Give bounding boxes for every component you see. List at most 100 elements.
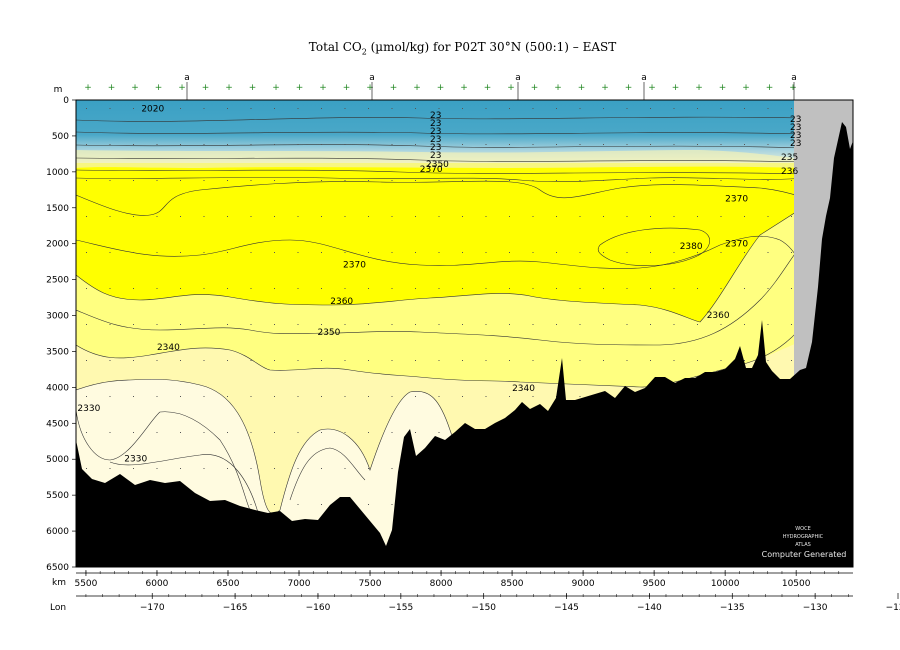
- sample-dot: [556, 360, 557, 361]
- sample-dot: [485, 252, 487, 253]
- depth-tick-label: 1500: [46, 204, 69, 214]
- sample-dot: [509, 144, 510, 145]
- sample-dot: [250, 432, 252, 433]
- sample-dot: [791, 324, 792, 325]
- depth-tick-label: 1000: [46, 168, 69, 178]
- sample-dot: [579, 180, 581, 181]
- station-plus: +: [484, 83, 492, 93]
- title-prefix: Total CO: [308, 40, 362, 54]
- sample-dot: [791, 108, 792, 109]
- station-plus: +: [789, 83, 797, 93]
- sample-dot: [650, 144, 651, 145]
- sample-dot: [203, 144, 205, 145]
- sample-dot: [767, 216, 769, 217]
- sample-dot: [438, 396, 440, 397]
- km-tick-label: 8000: [430, 579, 453, 589]
- sample-dot: [344, 216, 346, 217]
- sample-dot: [509, 108, 510, 109]
- sample-dot: [697, 360, 698, 361]
- sample-dot: [626, 288, 628, 289]
- sample-dot: [391, 504, 393, 505]
- sample-dot: [485, 360, 487, 361]
- sample-dot: [650, 324, 651, 325]
- sample-dot: [556, 216, 557, 217]
- sample-dot: [133, 360, 134, 361]
- contour-label: 2370: [343, 261, 366, 271]
- lon-tick-label: −160: [306, 603, 331, 613]
- contour-label-236-east: 236: [781, 167, 798, 177]
- lon-tick-label: −130: [803, 603, 828, 613]
- sample-dot: [227, 396, 228, 397]
- contour-label-2350: 2350: [426, 160, 449, 170]
- sample-dot: [767, 144, 769, 145]
- sample-dot: [556, 144, 557, 145]
- sample-dot: [720, 108, 722, 109]
- sample-dot: [344, 324, 346, 325]
- sample-dot: [697, 216, 698, 217]
- sample-dot: [485, 288, 487, 289]
- sample-dot: [156, 468, 158, 469]
- sample-dot: [462, 108, 463, 109]
- contour-deep: [109, 454, 261, 521]
- plot-area: [76, 100, 853, 567]
- sample-dot: [556, 288, 557, 289]
- depth-tick-label: 6000: [46, 527, 69, 537]
- sample-dot: [250, 468, 252, 469]
- km-tick-label: 6500: [217, 579, 240, 589]
- sample-dot: [415, 252, 416, 253]
- title-subscript: 2: [361, 47, 367, 57]
- sample-dot: [86, 144, 87, 145]
- sample-dot: [415, 216, 416, 217]
- sample-dot: [720, 216, 722, 217]
- sample-dot: [250, 324, 252, 325]
- station-plus: +: [272, 83, 280, 93]
- depth-tick-label: 4500: [46, 419, 69, 429]
- sample-dot: [297, 108, 299, 109]
- sample-dot: [391, 216, 393, 217]
- sample-dot: [250, 252, 252, 253]
- sample-dot: [321, 324, 322, 325]
- sample-dot: [321, 108, 322, 109]
- sample-dot: [109, 180, 111, 181]
- sample-dot: [579, 324, 581, 325]
- sample-dot: [86, 468, 87, 469]
- sample-dot: [156, 288, 158, 289]
- station-plus: +: [554, 83, 562, 93]
- sample-dot: [156, 252, 158, 253]
- sample-dot: [180, 144, 181, 145]
- sample-dot: [532, 180, 534, 181]
- sample-dot: [86, 108, 87, 109]
- sample-dot: [791, 360, 792, 361]
- sample-dot: [227, 216, 228, 217]
- contour-2370-upper: [76, 180, 807, 216]
- sample-dot: [415, 432, 416, 433]
- sample-dot: [485, 144, 487, 145]
- sample-dot: [532, 108, 534, 109]
- sample-dot: [556, 252, 557, 253]
- sample-dot: [297, 288, 299, 289]
- station-marker-label: a: [515, 73, 521, 83]
- sample-dot: [203, 180, 205, 181]
- sample-dot: [297, 504, 299, 505]
- sample-dot: [203, 432, 205, 433]
- depth-tick-label: 0: [63, 96, 69, 106]
- sample-dot: [86, 180, 87, 181]
- contour-label: 2350: [317, 328, 340, 338]
- sample-dot: [697, 252, 698, 253]
- sample-dot: [86, 360, 87, 361]
- sample-dot: [133, 324, 134, 325]
- sample-dot: [650, 252, 651, 253]
- sample-dot: [650, 108, 651, 109]
- sample-dot: [109, 432, 111, 433]
- sample-dot: [86, 216, 87, 217]
- sample-dot: [391, 108, 393, 109]
- sample-dot: [368, 396, 369, 397]
- sample-dot: [532, 324, 534, 325]
- sample-dot: [86, 432, 87, 433]
- sample-dot: [532, 288, 534, 289]
- sample-dot: [274, 144, 275, 145]
- sample-dot: [274, 108, 275, 109]
- sample-dot: [744, 216, 745, 217]
- credit-line-2: HYDROGRAPHIC: [783, 534, 824, 540]
- sample-dot: [767, 324, 769, 325]
